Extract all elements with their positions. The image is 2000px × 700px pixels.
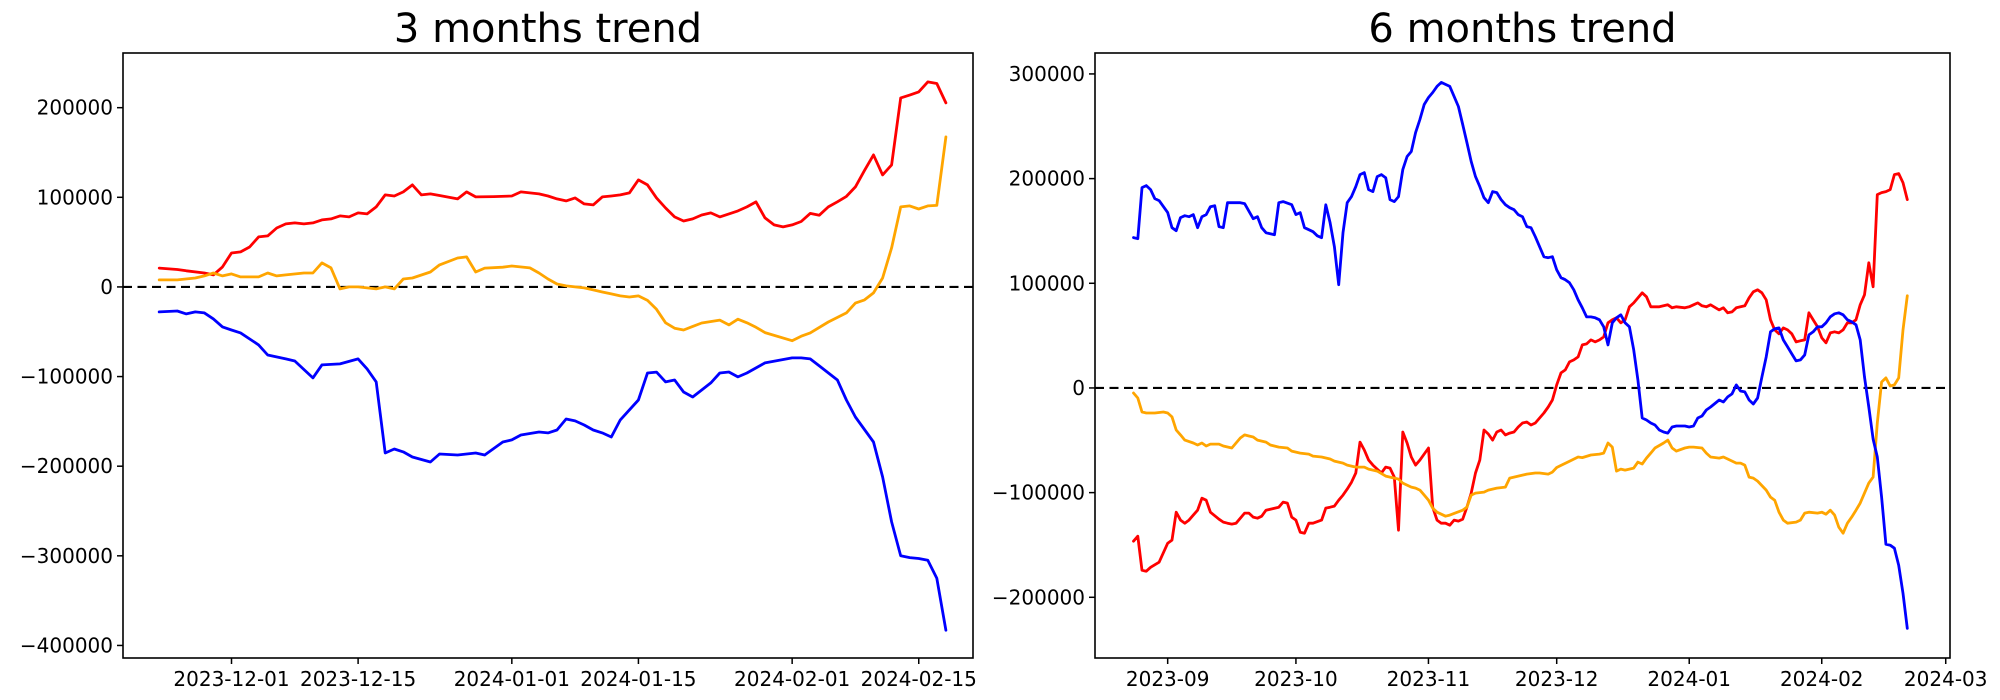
x-tick-label: 2024-01-01 bbox=[454, 667, 570, 691]
y-tick-label: 100000 bbox=[37, 185, 113, 209]
series-line-blue bbox=[1132, 81, 1909, 630]
y-tick-label: −300000 bbox=[20, 544, 113, 568]
plot-border bbox=[122, 52, 974, 659]
x-tick-label: 2023-09 bbox=[1126, 667, 1210, 691]
x-axis-ticks: 2023-12-01 2023-12-15 2024-01-01 2024-01-15… bbox=[173, 658, 977, 691]
series-line-blue bbox=[157, 309, 948, 632]
series-line-red bbox=[157, 80, 948, 277]
y-axis-ticks: 300000 200000 100000 0 −100000 −200000 bbox=[992, 62, 1095, 609]
y-tick-label: 200000 bbox=[1009, 167, 1085, 191]
x-tick-label: 2024-02-15 bbox=[861, 667, 977, 691]
x-tick-label: 2024-01 bbox=[1647, 667, 1731, 691]
y-tick-label: 200000 bbox=[37, 96, 113, 120]
x-tick-label: 2023-12-01 bbox=[173, 667, 289, 691]
y-tick-label: 100000 bbox=[1009, 271, 1085, 295]
x-tick-label: 2024-02 bbox=[1780, 667, 1864, 691]
y-tick-label: −200000 bbox=[992, 585, 1085, 609]
left-chart-plot: 200000 100000 0 −100000 −200000 −300000 −40000… bbox=[20, 52, 977, 691]
series-line-orange bbox=[1132, 294, 1909, 535]
plot-border bbox=[1094, 52, 1951, 659]
x-tick-label: 2024-03 bbox=[1904, 667, 1988, 691]
y-tick-label: 0 bbox=[100, 275, 113, 299]
y-tick-label: −100000 bbox=[20, 365, 113, 389]
y-tick-label: 300000 bbox=[1009, 62, 1085, 86]
x-tick-label: 2024-01-15 bbox=[580, 667, 696, 691]
right-chart-plot: 300000 200000 100000 0 −100000 −200000 2023-09… bbox=[992, 52, 1988, 691]
left-chart-title: 3 months trend bbox=[393, 6, 703, 52]
series-line-orange bbox=[157, 135, 948, 343]
x-axis-ticks: 2023-09 2023-10 2023-11 2023-12 2024-01 2024-… bbox=[1126, 658, 1988, 691]
y-tick-label: −400000 bbox=[20, 633, 113, 657]
x-tick-label: 2024-02-01 bbox=[734, 667, 850, 691]
x-tick-label: 2023-12 bbox=[1515, 667, 1599, 691]
y-axis-ticks: 200000 100000 0 −100000 −200000 −300000 −40000… bbox=[20, 96, 123, 657]
x-tick-label: 2023-10 bbox=[1254, 667, 1338, 691]
y-tick-label: −100000 bbox=[992, 481, 1085, 505]
series-line-red bbox=[1132, 172, 1909, 573]
right-chart-title: 6 months trend bbox=[1368, 6, 1677, 52]
y-tick-label: 0 bbox=[1072, 376, 1085, 400]
x-tick-label: 2023-12-15 bbox=[300, 667, 416, 691]
x-tick-label: 2023-11 bbox=[1387, 667, 1471, 691]
y-tick-label: −200000 bbox=[20, 454, 113, 478]
